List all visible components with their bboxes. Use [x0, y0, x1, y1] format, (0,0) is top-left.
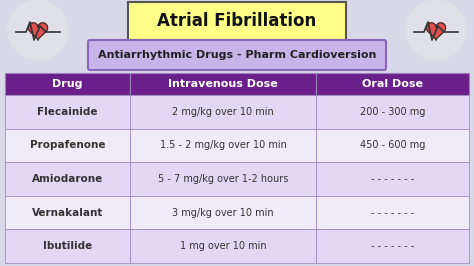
- Text: Amiodarone: Amiodarone: [32, 174, 103, 184]
- Circle shape: [8, 0, 68, 60]
- Polygon shape: [427, 23, 446, 40]
- Text: 1.5 - 2 mg/kg over 10 min: 1.5 - 2 mg/kg over 10 min: [160, 140, 286, 150]
- Text: Propafenone: Propafenone: [30, 140, 105, 150]
- FancyBboxPatch shape: [128, 2, 346, 40]
- FancyBboxPatch shape: [316, 95, 469, 128]
- FancyBboxPatch shape: [316, 196, 469, 229]
- FancyBboxPatch shape: [316, 229, 469, 263]
- FancyBboxPatch shape: [130, 128, 316, 162]
- Text: Antiarrhythmic Drugs - Pharm Cardioversion: Antiarrhythmic Drugs - Pharm Cardioversi…: [98, 50, 376, 60]
- Circle shape: [406, 0, 466, 60]
- Text: 3 mg/kg over 10 min: 3 mg/kg over 10 min: [172, 207, 274, 218]
- FancyBboxPatch shape: [130, 196, 316, 229]
- FancyBboxPatch shape: [5, 162, 130, 196]
- FancyBboxPatch shape: [5, 73, 130, 95]
- Polygon shape: [28, 23, 47, 40]
- FancyBboxPatch shape: [316, 162, 469, 196]
- Text: 5 - 7 mg/kg over 1-2 hours: 5 - 7 mg/kg over 1-2 hours: [158, 174, 288, 184]
- FancyBboxPatch shape: [5, 229, 130, 263]
- FancyBboxPatch shape: [130, 229, 316, 263]
- FancyBboxPatch shape: [88, 40, 386, 70]
- Text: - - - - - - -: - - - - - - -: [371, 174, 414, 184]
- FancyBboxPatch shape: [5, 128, 130, 162]
- FancyBboxPatch shape: [5, 95, 130, 128]
- Text: Ibutilide: Ibutilide: [43, 241, 92, 251]
- Text: - - - - - - -: - - - - - - -: [371, 207, 414, 218]
- FancyBboxPatch shape: [5, 196, 130, 229]
- FancyBboxPatch shape: [316, 73, 469, 95]
- FancyBboxPatch shape: [130, 162, 316, 196]
- Text: Oral Dose: Oral Dose: [362, 79, 423, 89]
- Text: 450 - 600 mg: 450 - 600 mg: [360, 140, 425, 150]
- Text: Drug: Drug: [53, 79, 83, 89]
- Text: Atrial Fibrillation: Atrial Fibrillation: [157, 12, 317, 30]
- FancyBboxPatch shape: [316, 128, 469, 162]
- FancyBboxPatch shape: [130, 73, 316, 95]
- FancyBboxPatch shape: [130, 95, 316, 128]
- Text: Flecainide: Flecainide: [37, 107, 98, 117]
- Text: 1 mg over 10 min: 1 mg over 10 min: [180, 241, 266, 251]
- Text: Intravenous Dose: Intravenous Dose: [168, 79, 278, 89]
- Text: 2 mg/kg over 10 min: 2 mg/kg over 10 min: [172, 107, 274, 117]
- Text: - - - - - - -: - - - - - - -: [371, 241, 414, 251]
- Text: 200 - 300 mg: 200 - 300 mg: [360, 107, 425, 117]
- Text: Vernakalant: Vernakalant: [32, 207, 103, 218]
